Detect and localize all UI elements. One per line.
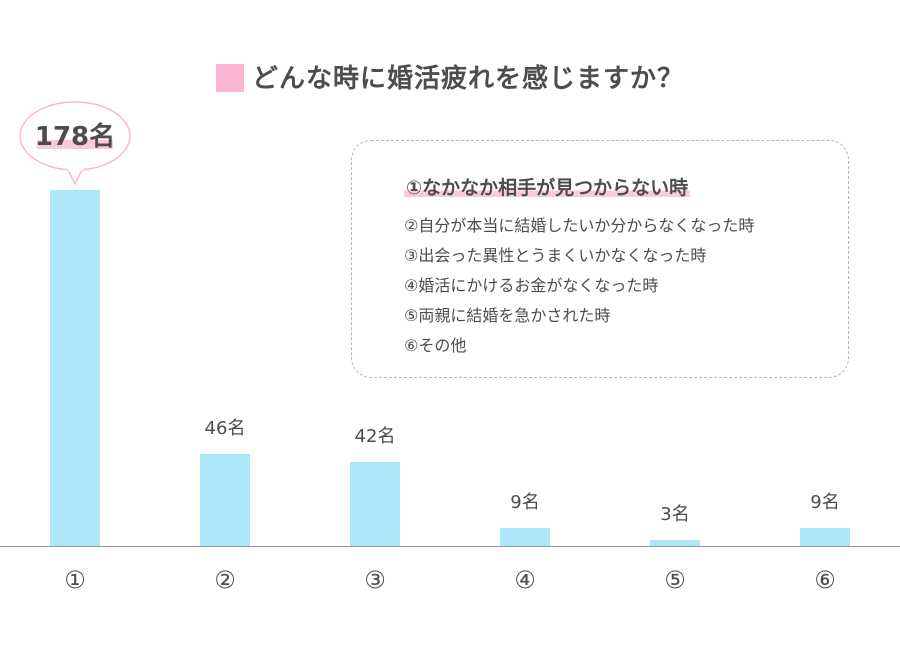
bar-1 [50, 190, 100, 546]
title-marker-icon [215, 64, 244, 92]
chart-title: どんな時に婚活疲れを感じますか？ [0, 58, 900, 95]
legend-box: ①なかなか相手が見つからない時 ②自分が本当に結婚したいか分からなくなった時 ③… [351, 140, 849, 378]
data-label-5: 3名 [660, 504, 689, 525]
chart-title-text: どんな時に婚活疲れを感じますか？ [251, 64, 684, 94]
legend-item-4: ④婚活にかけるお金がなくなった時 [404, 276, 659, 295]
data-label-1: 178名 [35, 121, 115, 152]
data-label-4: 9名 [510, 492, 539, 513]
data-label-6: 9名 [810, 492, 839, 513]
callout-highlight [37, 140, 113, 149]
bar-5 [650, 540, 700, 546]
x-tick-label-5: ⑤ [664, 566, 686, 594]
data-label-2: 46名 [205, 418, 246, 439]
bar-4 [500, 528, 550, 546]
bar-2 [200, 454, 250, 546]
legend-item-5: ⑤両親に結婚を急かされた時 [404, 306, 611, 325]
x-tick-label-2: ② [214, 566, 236, 594]
data-label-3: 42名 [355, 426, 396, 447]
x-tick-label-1: ① [64, 566, 86, 594]
legend-item-3: ③出会った異性とうまくいかなくなった時 [404, 246, 707, 265]
legend-item-6: ⑥その他 [404, 336, 467, 355]
legend-item-2: ②自分が本当に結婚したいか分からなくなった時 [404, 216, 755, 235]
x-tick-label-3: ③ [364, 566, 386, 594]
legend-list: ①なかなか相手が見つからない時 ②自分が本当に結婚したいか分からなくなった時 ③… [404, 171, 754, 361]
bar-3 [350, 462, 400, 546]
callout-tail-cover [67, 166, 83, 170]
x-tick-label-4: ④ [514, 566, 536, 594]
x-tick-label-6: ⑥ [814, 566, 836, 594]
legend-item-1: ①なかなか相手が見つからない時 [404, 177, 691, 199]
bar-6 [800, 528, 850, 546]
callout-tail [66, 167, 84, 186]
